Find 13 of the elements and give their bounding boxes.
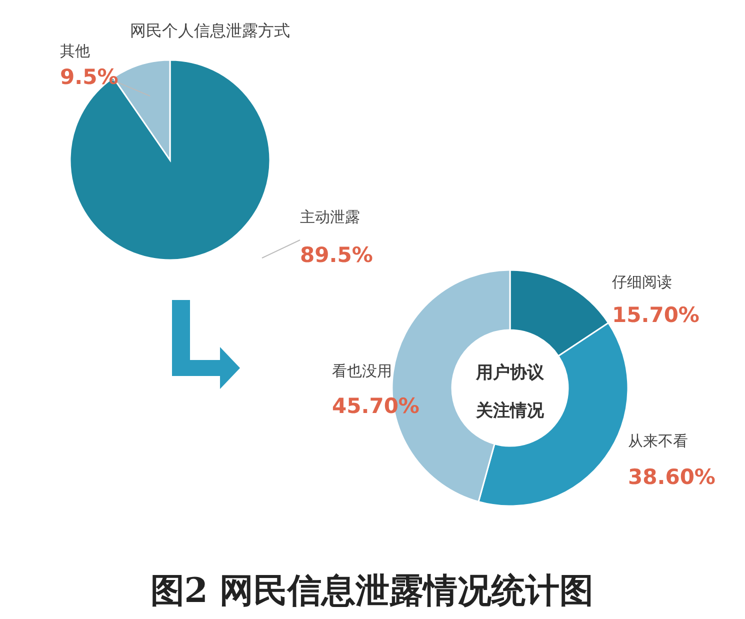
data-label: 15.70%: [612, 303, 700, 327]
data-label: 89.5%: [300, 243, 373, 267]
text: 用户协议关注情况: [475, 363, 545, 421]
caption: 图2 网民信息泄露情况统计图: [150, 571, 594, 611]
slice-label: 仔细阅读: [612, 273, 672, 291]
data-label: 45.70%: [332, 394, 420, 418]
data-label: 38.60%: [628, 465, 716, 489]
chart-title: 网民个人信息泄露方式: [130, 21, 290, 40]
slice-label: 主动泄露: [300, 208, 360, 226]
slice-label: 从来不看: [628, 432, 688, 450]
slice-label: 其他: [60, 42, 90, 60]
data-label: 9.5%: [60, 65, 118, 89]
slice-label: 看也没用: [332, 362, 392, 380]
